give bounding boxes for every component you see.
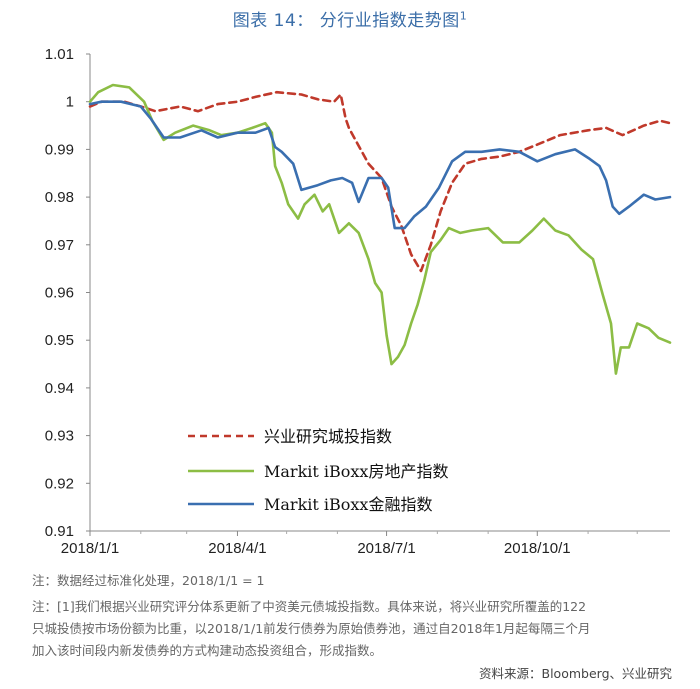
y-tick-label: 0.95 bbox=[45, 332, 74, 349]
x-tick-label: 2018/10/1 bbox=[504, 540, 571, 557]
line-chart: 0.91 0.92 0.93 0.94 0.95 0.96 0.97 0.98 0.99 1 1.0… bbox=[45, 46, 672, 557]
legend-item-chengtou-label: 兴业研究城投指数 bbox=[264, 427, 392, 446]
note-methodology-line-2: 只城投债按市场份额为比重，以2018/1/1前发行债券为原始债券池，通过自201… bbox=[32, 621, 591, 636]
y-tick-label: 1.01 bbox=[45, 46, 74, 63]
chart-title: 图表 14： 分行业指数走势图1 bbox=[232, 9, 468, 31]
y-tick-label: 0.99 bbox=[45, 141, 74, 158]
y-tick-label: 0.93 bbox=[45, 428, 74, 445]
x-tick-label: 2018/1/1 bbox=[61, 540, 119, 557]
legend-item-financial-label: Markit iBoxx金融指数 bbox=[264, 495, 432, 514]
x-tick-label: 2018/7/1 bbox=[357, 540, 415, 557]
note-methodology-line-1: 注：[1]我们根据兴业研究评分体系更新了中资美元债城投指数。具体来说，将兴业研究… bbox=[32, 599, 587, 614]
y-tick-label: 0.91 bbox=[45, 523, 74, 540]
y-tick-label: 0.97 bbox=[45, 237, 74, 254]
series-line-chengtou bbox=[88, 90, 672, 273]
series-line-real-estate bbox=[88, 83, 672, 375]
note-normalization: 注：数据经过标准化处理，2018/1/1 = 1 bbox=[32, 573, 265, 588]
y-tick-label: 0.92 bbox=[45, 475, 74, 492]
series-line-financial bbox=[88, 100, 672, 230]
note-methodology-line-3: 加入该时间段内新发债券的方式构建动态投资组合，形成指数。 bbox=[32, 643, 383, 658]
title-footnote-marker: 1 bbox=[459, 9, 468, 23]
y-tick-label: 0.98 bbox=[45, 189, 74, 206]
y-tick-label: 0.94 bbox=[45, 380, 74, 397]
y-tick-label: 0.96 bbox=[45, 285, 74, 302]
y-tick-label: 1 bbox=[66, 94, 74, 111]
x-tick-label: 2018/4/1 bbox=[208, 540, 266, 557]
source-note: 资料来源：Bloomberg、兴业研究 bbox=[479, 666, 672, 681]
legend-item-real-estate-label: Markit iBoxx房地产指数 bbox=[264, 462, 448, 481]
